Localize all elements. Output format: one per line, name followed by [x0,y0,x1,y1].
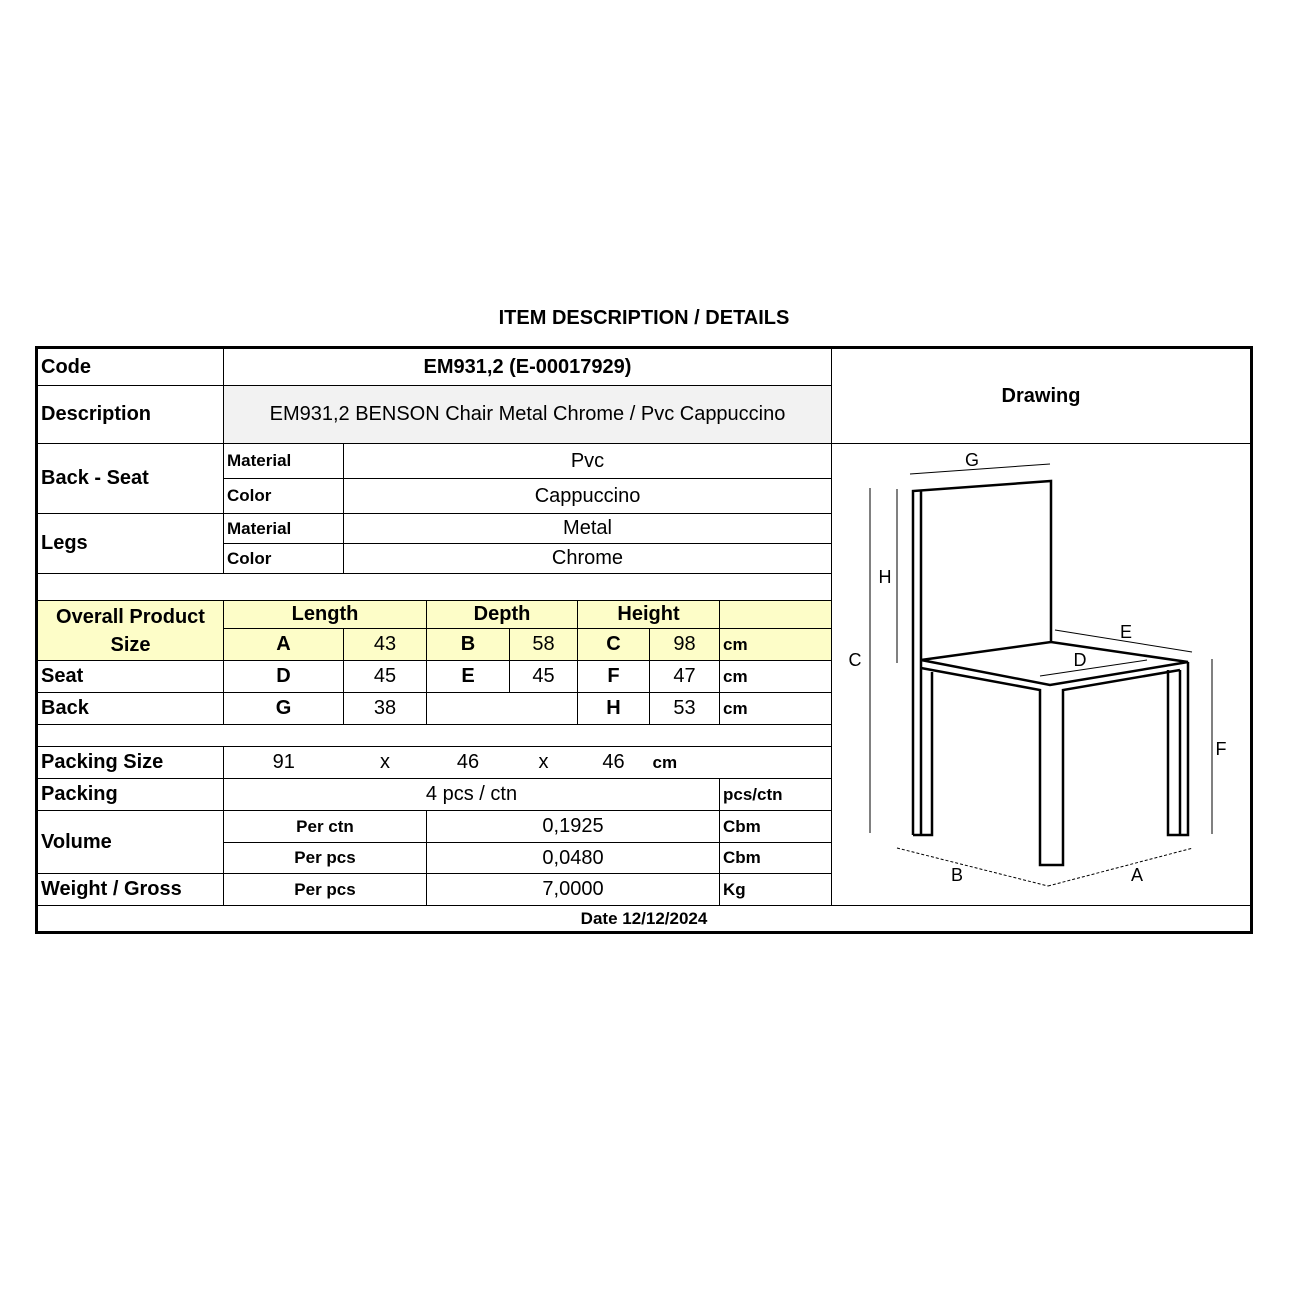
dim-b-label: B [426,628,510,661]
spec-table: Code EM931,2 (E-00017929) Drawing Descri… [35,346,1253,934]
unit-header [719,600,832,629]
back-seat-label: Back - Seat [36,443,224,514]
volume-unit: Cbm [719,842,832,874]
packing-label: Packing [36,778,224,811]
packing-width: 46 [426,746,510,779]
spacer-row [36,573,832,601]
weight-label: Weight / Gross [36,873,224,906]
dim-e-label: E [426,660,510,693]
legs-label: Legs [36,513,224,574]
code-label: Code [36,347,224,386]
date: Date 12/12/2024 [36,905,1252,933]
dim-g-value: 38 [343,692,427,725]
dim-f-value: 47 [649,660,720,693]
empty-cell [719,746,832,779]
legs-color-label: Color [223,543,344,574]
height-header: Height [577,600,720,629]
dim-f-label: F [577,660,650,693]
drawing-label: Drawing [831,347,1252,444]
weight-unit: Kg [719,873,832,906]
per-ctn-label: Per ctn [223,810,427,843]
seat-label: Seat [36,660,224,693]
weight-value: 7,0000 [426,873,720,906]
back-seat-material: Pvc [343,443,832,479]
back-seat-color: Cappuccino [343,478,832,514]
back-label: Back [36,692,224,725]
overall-size-label: Overall Product Size [36,600,224,661]
dim-d-value: 45 [343,660,427,693]
per-pcs-label: Per pcs [223,842,427,874]
dim-a-label: A [223,628,344,661]
weight-per-label: Per pcs [223,873,427,906]
packing-unit: cm [649,746,720,779]
packing-value: 4 pcs / ctn [223,778,720,811]
spacer-row [36,724,832,747]
volume-label: Volume [36,810,224,874]
packing-height: 46 [577,746,650,779]
unit: cm [719,628,832,661]
dim-h-value: 53 [649,692,720,725]
packing-unit: pcs/ctn [719,778,832,811]
dim-e-value: 45 [509,660,578,693]
code-value: EM931,2 (E-00017929) [223,347,832,386]
length-header: Length [223,600,427,629]
times-sign: x [343,746,427,779]
times-sign: x [509,746,578,779]
volume-unit: Cbm [719,810,832,843]
document-title: ITEM DESCRIPTION / DETAILS [498,307,790,329]
dim-b-value: 58 [509,628,578,661]
volume-per-ctn: 0,1925 [426,810,720,843]
description-value: EM931,2 BENSON Chair Metal Chrome / Pvc … [223,385,832,444]
volume-per-pcs: 0,0480 [426,842,720,874]
dim-d-label: D [223,660,344,693]
legs-color: Chrome [343,543,832,574]
legs-material: Metal [343,513,832,544]
dim-c-label: C [577,628,650,661]
dim-h-label: H [577,692,650,725]
drawing-area [831,443,1252,906]
dim-c-value: 98 [649,628,720,661]
back-seat-material-label: Material [223,443,344,479]
unit: cm [719,660,832,693]
back-seat-color-label: Color [223,478,344,514]
packing-size-label: Packing Size [36,746,224,779]
dim-g-label: G [223,692,344,725]
packing-length: 91 [223,746,344,779]
unit: cm [719,692,832,725]
legs-material-label: Material [223,513,344,544]
dim-a-value: 43 [343,628,427,661]
empty-cell [426,692,578,725]
description-label: Description [36,385,224,444]
depth-header: Depth [426,600,578,629]
